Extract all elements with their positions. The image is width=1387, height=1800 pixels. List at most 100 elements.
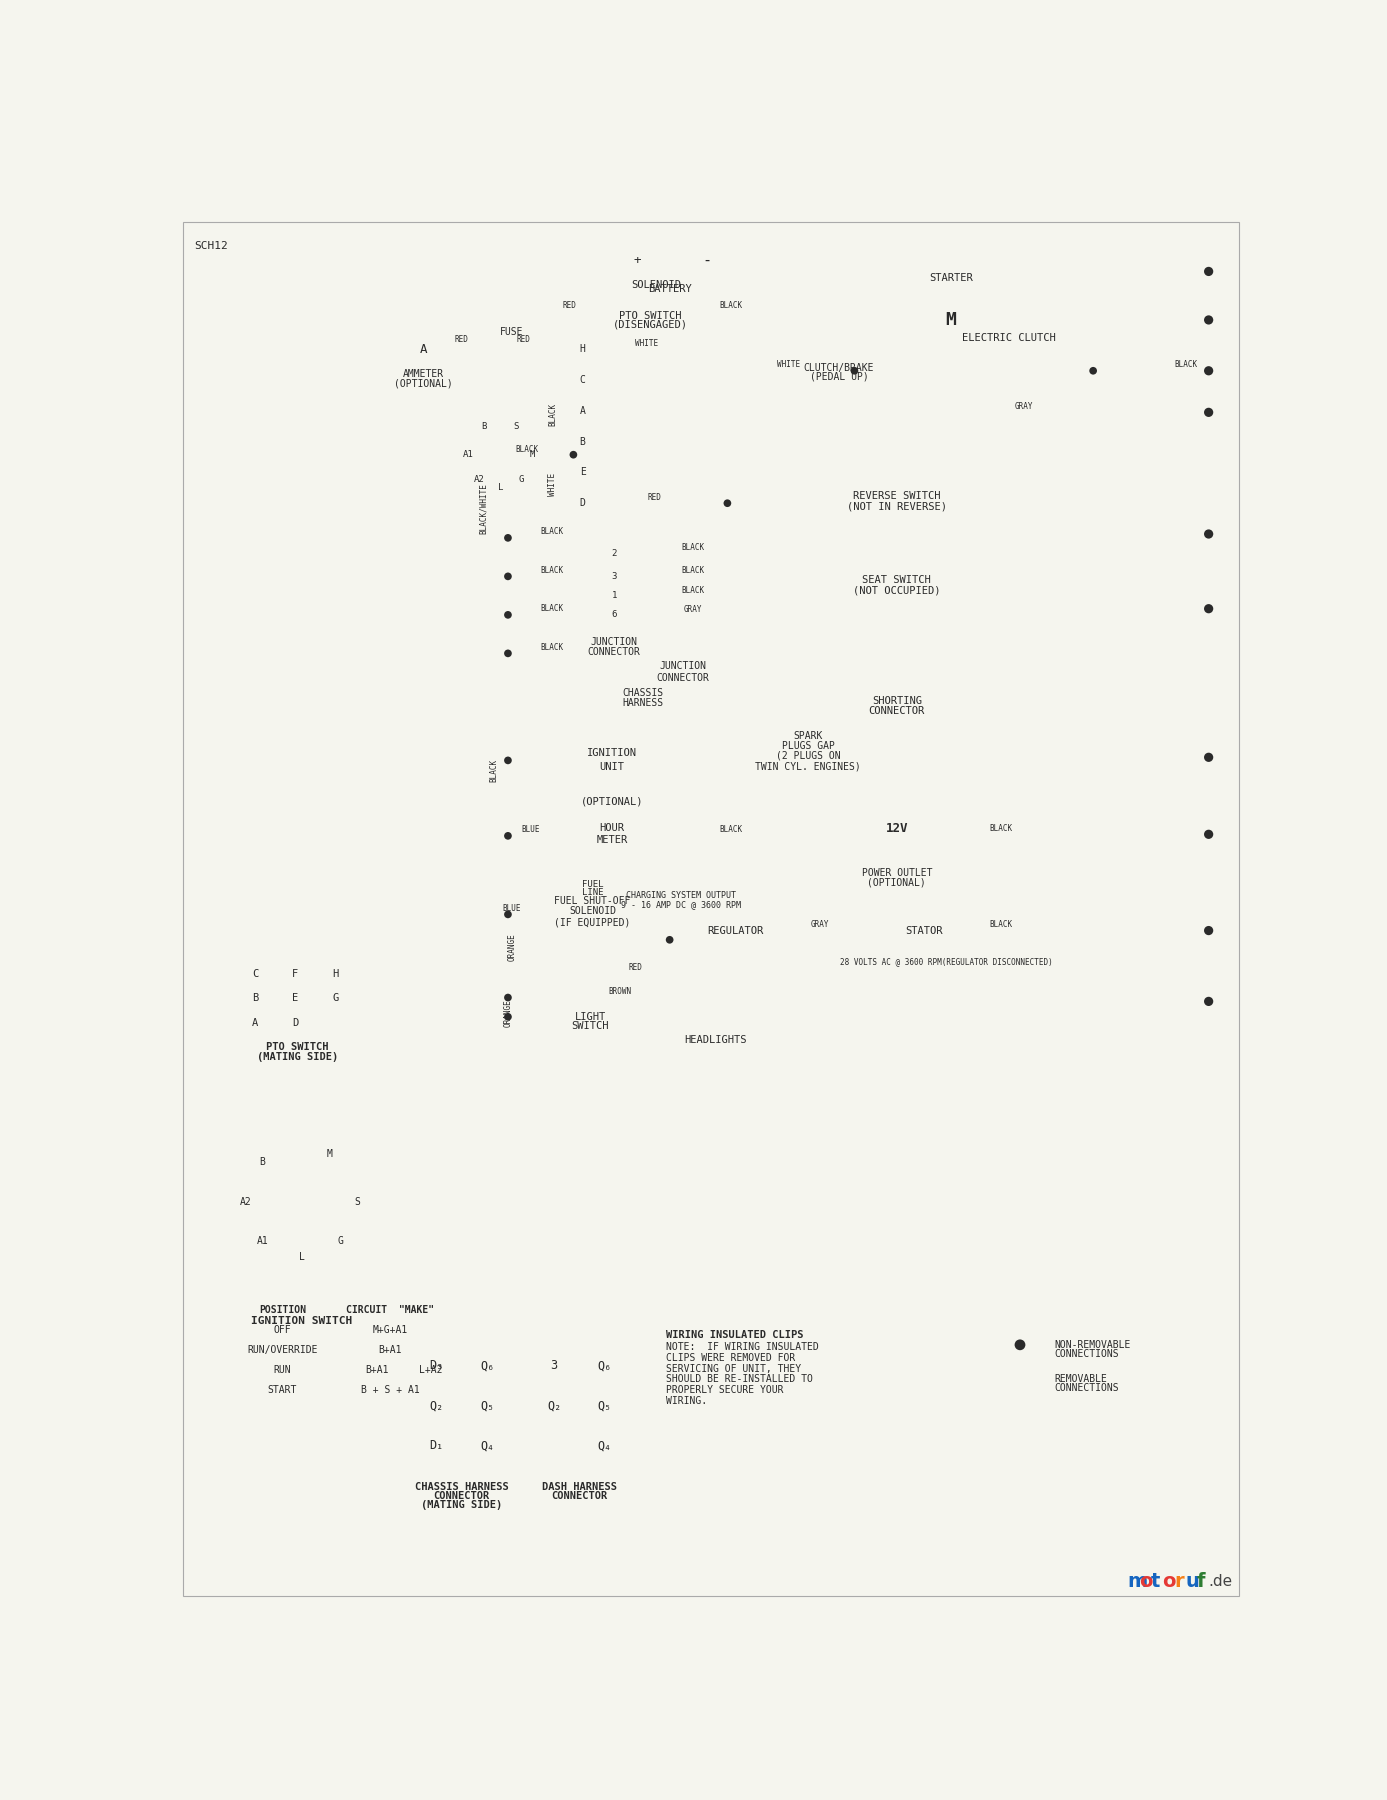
- Circle shape: [503, 994, 512, 1001]
- Text: WIRING INSULATED CLIPS: WIRING INSULATED CLIPS: [666, 1330, 803, 1339]
- Bar: [326, 1228, 337, 1237]
- Circle shape: [538, 1390, 570, 1420]
- Text: POWER OUTLET: POWER OUTLET: [861, 868, 932, 878]
- Bar: [279, 1193, 325, 1210]
- Circle shape: [1089, 367, 1097, 374]
- Circle shape: [503, 535, 512, 542]
- Text: B+A1: B+A1: [365, 1364, 388, 1375]
- Bar: [338, 1197, 350, 1206]
- Bar: [295, 1240, 308, 1249]
- Text: H: H: [333, 968, 338, 979]
- Text: S: S: [513, 423, 519, 432]
- Text: BROWN: BROWN: [608, 986, 631, 995]
- Text: SOLENOID: SOLENOID: [631, 281, 681, 290]
- Bar: [846, 346, 1171, 396]
- Bar: [846, 812, 947, 857]
- Bar: [516, 967, 666, 1028]
- Text: WHITE: WHITE: [548, 472, 558, 495]
- Text: PROPERLY SECURE YOUR: PROPERLY SECURE YOUR: [666, 1386, 784, 1395]
- Circle shape: [1204, 752, 1214, 761]
- Circle shape: [664, 463, 682, 482]
- Bar: [239, 958, 358, 1037]
- Text: (NOT OCCUPIED): (NOT OCCUPIED): [853, 587, 940, 596]
- Bar: [555, 733, 670, 787]
- Text: START: START: [268, 1386, 297, 1395]
- Circle shape: [666, 936, 674, 943]
- Circle shape: [420, 1350, 452, 1381]
- Circle shape: [606, 569, 621, 583]
- Bar: [558, 875, 612, 898]
- Circle shape: [656, 977, 706, 1026]
- Text: CONNECTOR: CONNECTOR: [552, 1490, 608, 1501]
- Bar: [530, 1345, 630, 1480]
- Circle shape: [481, 427, 494, 439]
- Text: RED: RED: [628, 963, 642, 972]
- Bar: [670, 907, 800, 954]
- Text: B+A1: B+A1: [379, 1345, 402, 1355]
- Text: CONNECTIONS: CONNECTIONS: [1054, 1348, 1119, 1359]
- Text: M: M: [326, 1148, 333, 1159]
- Text: SHOULD BE RE-INSTALLED TO: SHOULD BE RE-INSTALLED TO: [666, 1375, 813, 1384]
- Circle shape: [874, 524, 896, 545]
- Text: BLACK: BLACK: [516, 445, 538, 454]
- Text: S: S: [354, 1197, 361, 1206]
- Text: ORANGE: ORANGE: [503, 999, 512, 1026]
- Circle shape: [798, 662, 818, 684]
- Circle shape: [803, 403, 821, 421]
- Text: PTO SWITCH: PTO SWITCH: [266, 1042, 329, 1051]
- Text: WHITE: WHITE: [778, 360, 800, 369]
- Text: A: A: [252, 1019, 258, 1028]
- Bar: [778, 558, 1017, 635]
- Circle shape: [494, 473, 506, 486]
- Text: RUN/OVERRIDE: RUN/OVERRIDE: [247, 1345, 318, 1355]
- Text: Q₆: Q₆: [480, 1359, 494, 1372]
- Bar: [589, 292, 724, 376]
- Bar: [516, 871, 670, 959]
- Circle shape: [850, 367, 859, 374]
- Circle shape: [503, 572, 512, 580]
- Text: Q₅: Q₅: [480, 1399, 494, 1413]
- Text: E: E: [293, 994, 298, 1003]
- Text: SEAT SWITCH: SEAT SWITCH: [863, 576, 931, 585]
- Text: D: D: [580, 499, 585, 508]
- Text: BATTERY: BATTERY: [648, 284, 692, 293]
- Text: RED: RED: [563, 301, 577, 310]
- Text: JUNCTION: JUNCTION: [659, 661, 706, 671]
- Circle shape: [454, 409, 546, 500]
- Circle shape: [506, 427, 519, 439]
- Text: 1: 1: [612, 590, 617, 599]
- Text: L: L: [498, 482, 503, 491]
- Text: t: t: [1151, 1571, 1161, 1591]
- Text: .de: .de: [1208, 1573, 1233, 1589]
- Circle shape: [1204, 409, 1214, 418]
- Bar: [846, 907, 1001, 954]
- Circle shape: [1204, 315, 1214, 324]
- Bar: [497, 344, 527, 355]
- Text: SPARK: SPARK: [793, 731, 822, 742]
- Circle shape: [664, 493, 682, 513]
- Bar: [329, 967, 341, 981]
- Text: BLUE: BLUE: [502, 904, 522, 913]
- Text: HARNESS: HARNESS: [623, 698, 663, 707]
- Text: BLACK: BLACK: [541, 643, 563, 652]
- Circle shape: [596, 349, 612, 365]
- Bar: [778, 473, 1017, 558]
- Text: CONNECTOR: CONNECTOR: [434, 1490, 490, 1501]
- Bar: [219, 1300, 434, 1400]
- Circle shape: [847, 662, 870, 684]
- Circle shape: [847, 686, 870, 706]
- Bar: [252, 1197, 265, 1206]
- Circle shape: [420, 1390, 452, 1420]
- Circle shape: [695, 340, 713, 358]
- Text: C: C: [252, 968, 258, 979]
- Text: TWIN CYL. ENGINES): TWIN CYL. ENGINES): [756, 761, 861, 772]
- Text: Q₄: Q₄: [480, 1440, 494, 1453]
- Circle shape: [510, 468, 523, 481]
- Text: D: D: [293, 1019, 298, 1028]
- Text: f: f: [1197, 1571, 1205, 1591]
- Text: (MATING SIDE): (MATING SIDE): [422, 1499, 502, 1510]
- Circle shape: [606, 545, 621, 562]
- Circle shape: [626, 463, 644, 482]
- Text: BLACK: BLACK: [681, 544, 705, 553]
- Bar: [250, 967, 262, 981]
